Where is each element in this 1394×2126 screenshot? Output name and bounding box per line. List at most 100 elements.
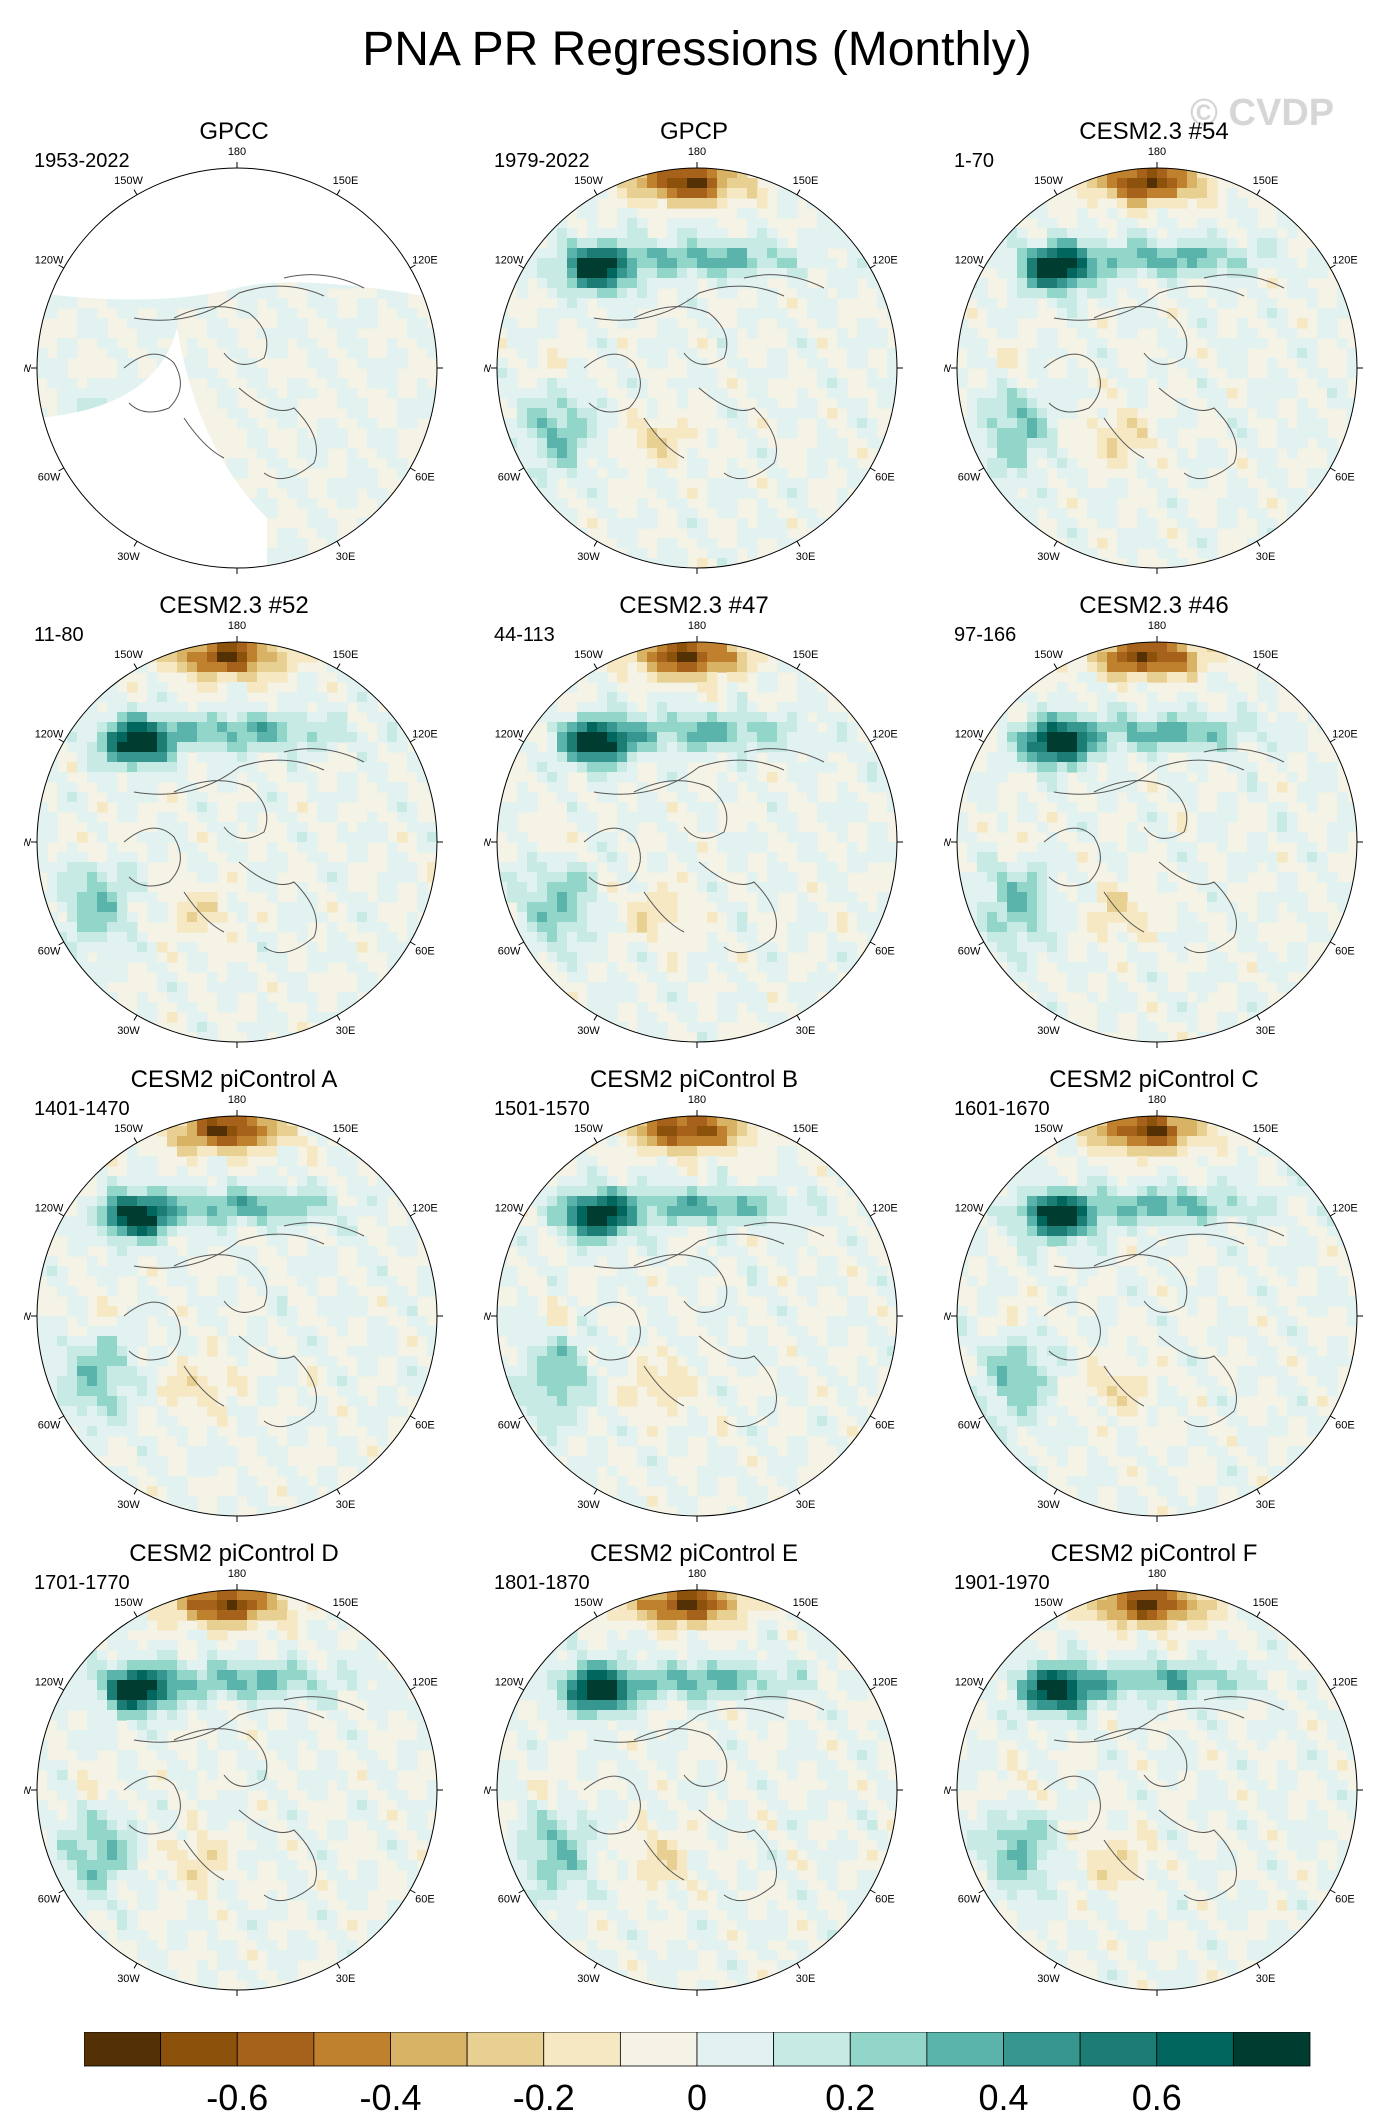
longitude-tick: [58, 1212, 65, 1217]
anomaly-field: [497, 1590, 897, 1990]
longitude-tick: [336, 1611, 341, 1618]
polar-map: 180150E120E90E60E30E030W60W90W120W150W: [24, 1568, 443, 1996]
longitude-label: 150W: [114, 649, 143, 661]
longitude-label: 150W: [1034, 1597, 1063, 1609]
longitude-tick: [869, 1212, 876, 1217]
colorbar-swatch: [773, 2032, 851, 2067]
coastline: [1093, 306, 1188, 365]
coastline: [1103, 417, 1145, 459]
coastline: [593, 1707, 785, 1743]
anomaly-field: [957, 168, 1357, 568]
coastline: [173, 306, 268, 365]
longitude-label: 60W: [38, 1894, 61, 1906]
longitude-tick: [1329, 1889, 1336, 1894]
colorbar-tick-label: 0: [687, 2077, 707, 2118]
polar-map: 180150E120E90E60E30E030W60W90W120W150W: [944, 146, 1363, 574]
coastline: [283, 1696, 365, 1711]
longitude-tick: [869, 738, 876, 743]
polar-map: 180150E120E90E60E30E030W60W90W120W150W: [24, 1094, 443, 1522]
longitude-label: 30E: [336, 1973, 356, 1985]
longitude-tick: [869, 1415, 876, 1420]
longitude-tick: [593, 189, 598, 196]
longitude-label: 30E: [1256, 1973, 1276, 1985]
longitude-label: 120E: [872, 255, 898, 267]
longitude-label: 150E: [1253, 1597, 1279, 1609]
longitude-label: 90W: [24, 1311, 32, 1323]
map-panel: 180150E120E90E60E30E030W60W90W120W150WGP…: [484, 118, 904, 578]
longitude-label: 60E: [875, 946, 895, 958]
coastline: [173, 780, 268, 839]
panel-period: 1601-1670: [954, 1098, 1050, 1120]
longitude-label: 120W: [495, 255, 524, 267]
longitude-label: 150W: [114, 1597, 143, 1609]
longitude-label: 120W: [35, 1203, 64, 1215]
anomaly-field: [957, 642, 1357, 1042]
panel-period: 97-166: [954, 624, 1017, 646]
longitude-label: 120E: [1332, 1677, 1358, 1689]
panel-period: 1801-1870: [494, 1572, 590, 1594]
longitude-label: 30W: [117, 1973, 140, 1985]
longitude-tick: [796, 1611, 801, 1618]
longitude-tick: [518, 738, 525, 743]
coastline: [1158, 387, 1237, 480]
longitude-label: 150E: [1253, 649, 1279, 661]
coastline: [643, 891, 685, 933]
longitude-label: 180: [688, 1094, 706, 1106]
colorbar-swatch: [390, 2032, 468, 2067]
longitude-label: 120E: [1332, 255, 1358, 267]
coastline: [1203, 1696, 1285, 1711]
longitude-label: 150E: [1253, 175, 1279, 187]
colorbar-swatch: [84, 2032, 162, 2067]
longitude-tick: [978, 738, 985, 743]
longitude-label: 30W: [1037, 1025, 1060, 1037]
longitude-tick: [133, 1014, 138, 1021]
polar-map: 180150E120E90E60E30E030W60W90W120W150W: [484, 146, 903, 574]
map-panel: 180150E120E90E60E30E030W60W90W120W150WCE…: [484, 592, 904, 1052]
map-panel: 180150E120E90E60E30E030W60W90W120W150WCE…: [944, 1066, 1364, 1526]
longitude-label: 150E: [793, 649, 819, 661]
longitude-label: 90W: [484, 837, 492, 849]
longitude-label: 90W: [484, 1785, 492, 1797]
anomaly-field: [957, 1590, 1357, 1990]
longitude-label: 120E: [412, 1677, 438, 1689]
coastline: [1043, 827, 1101, 887]
colorbar-tick-label: -0.6: [206, 2077, 268, 2118]
longitude-tick: [518, 467, 525, 472]
longitude-tick: [593, 663, 598, 670]
colorbar-swatch: [696, 2032, 775, 2067]
coastline: [173, 1254, 268, 1313]
longitude-label: 150W: [574, 649, 603, 661]
longitude-tick: [1256, 1611, 1261, 1618]
panel-period: 1-70: [954, 150, 995, 172]
panel-title: CESM2 piControl E: [589, 1540, 799, 1567]
longitude-label: 60E: [415, 1420, 435, 1432]
longitude-label: 120W: [35, 729, 64, 741]
longitude-label: 180: [228, 146, 246, 158]
longitude-tick: [133, 663, 138, 670]
longitude-label: 180: [1148, 1094, 1166, 1106]
coastline: [633, 1728, 728, 1787]
longitude-label: 30W: [577, 551, 600, 563]
map-panel: 180150E120E90E60E30E030W60W90W120W150WCE…: [484, 1540, 904, 2000]
longitude-tick: [133, 189, 138, 196]
longitude-label: 120W: [35, 1677, 64, 1689]
longitude-label: 120E: [872, 1677, 898, 1689]
longitude-label: 30E: [796, 1025, 816, 1037]
longitude-tick: [58, 1889, 65, 1894]
longitude-tick: [796, 1014, 801, 1021]
colorbar-tick-label: -0.4: [359, 2077, 421, 2118]
longitude-label: 90W: [24, 1785, 32, 1797]
longitude-tick: [1053, 540, 1058, 547]
colorbar-swatch: [1156, 2032, 1234, 2067]
longitude-label: 120E: [1332, 729, 1358, 741]
longitude-tick: [336, 1137, 341, 1144]
longitude-label: 60E: [415, 946, 435, 958]
longitude-label: 30E: [336, 551, 356, 563]
colorbar-tick-label: 0.2: [825, 2077, 875, 2118]
coastline: [1053, 759, 1245, 795]
longitude-label: 30W: [117, 1025, 140, 1037]
longitude-tick: [593, 1962, 598, 1969]
coastline: [633, 306, 728, 365]
longitude-label: 30E: [796, 551, 816, 563]
coastline: [123, 353, 181, 413]
